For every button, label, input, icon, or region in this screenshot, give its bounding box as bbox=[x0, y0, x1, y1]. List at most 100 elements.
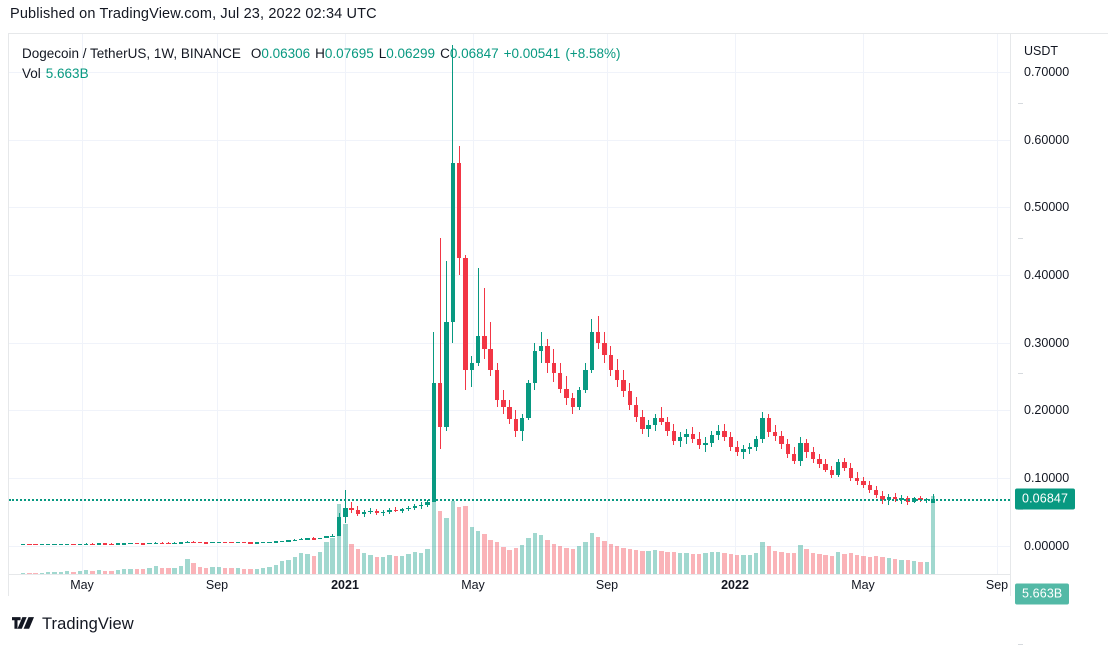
volume-bar bbox=[229, 568, 234, 574]
volume-bar bbox=[58, 571, 64, 574]
candle-body bbox=[456, 163, 462, 258]
current-price-line bbox=[9, 499, 1010, 502]
volume-bar bbox=[456, 507, 462, 574]
volume-bar bbox=[558, 545, 563, 574]
legend-symbol[interactable]: Dogecoin / TetherUS, 1W, BINANCE bbox=[22, 46, 241, 61]
candle-body bbox=[829, 469, 835, 475]
candle-body bbox=[823, 464, 828, 470]
volume-bar bbox=[659, 550, 664, 574]
volume-bar bbox=[437, 510, 443, 574]
candle-body bbox=[791, 453, 797, 461]
candle-body bbox=[551, 362, 557, 373]
volume-bar bbox=[798, 545, 803, 574]
volume-bar bbox=[90, 570, 95, 574]
price-axis-tick bbox=[1018, 373, 1023, 375]
candle-body bbox=[766, 418, 771, 432]
volume-bar bbox=[71, 571, 76, 574]
price-gridline bbox=[9, 139, 1010, 141]
candle-body bbox=[185, 541, 190, 544]
volume-bar bbox=[595, 536, 601, 574]
candle-body bbox=[400, 509, 405, 511]
volume-bar bbox=[235, 567, 241, 574]
candle-body bbox=[892, 496, 898, 499]
current-volume-badge[interactable]: 5.663B bbox=[1015, 583, 1070, 605]
volume-bar bbox=[362, 553, 367, 574]
chart-frame: Dogecoin / TetherUS, 1W, BINANCE O0.06306… bbox=[8, 33, 1109, 646]
legend-high-label: H bbox=[315, 46, 325, 61]
candle-body bbox=[140, 543, 146, 545]
published-caption: Published on TradingView.com, Jul 23, 20… bbox=[10, 6, 377, 22]
time-gridline bbox=[735, 34, 736, 574]
volume-bar bbox=[292, 556, 297, 574]
volume-bar bbox=[311, 556, 316, 574]
volume-bar bbox=[191, 562, 196, 574]
chart-pane[interactable] bbox=[9, 34, 1010, 574]
price-axis-label: 0.30000 bbox=[1018, 336, 1069, 646]
candle-body bbox=[242, 542, 247, 544]
candle-body bbox=[437, 383, 443, 428]
volume-bar bbox=[627, 548, 632, 574]
volume-bar bbox=[336, 504, 342, 574]
candle-body bbox=[254, 542, 260, 544]
volume-bar bbox=[874, 556, 879, 574]
volume-bar bbox=[242, 568, 247, 574]
time-gridline bbox=[345, 34, 346, 574]
time-axis[interactable]: May Sep 2021 May Sep 2022 May Sep bbox=[9, 574, 1010, 596]
volume-bar bbox=[463, 505, 468, 574]
volume-bar bbox=[848, 553, 854, 574]
legend-open-label: O bbox=[250, 46, 262, 61]
candle-body bbox=[191, 541, 196, 544]
candle-body bbox=[267, 541, 272, 544]
current-price-badge[interactable]: 0.06847 bbox=[1015, 488, 1076, 510]
candle-body bbox=[159, 542, 165, 544]
volume-bar bbox=[930, 496, 936, 574]
candle-body bbox=[526, 383, 531, 419]
candle-body bbox=[292, 539, 297, 542]
candle-body bbox=[614, 369, 620, 380]
candle-body bbox=[697, 438, 702, 446]
volume-bar bbox=[324, 542, 329, 574]
volume-bar bbox=[753, 552, 759, 574]
candle-body bbox=[728, 437, 734, 447]
candle-body bbox=[918, 498, 923, 501]
candle-body bbox=[627, 391, 632, 405]
candle-body bbox=[734, 446, 740, 453]
volume-bar bbox=[147, 567, 152, 574]
volume-bar bbox=[134, 568, 139, 574]
volume-bar bbox=[102, 570, 108, 574]
candle-body bbox=[520, 418, 525, 431]
candle-body bbox=[463, 257, 468, 370]
candle-body bbox=[444, 322, 449, 428]
candle-body bbox=[77, 543, 83, 546]
candle-body bbox=[855, 477, 860, 481]
price-gridline bbox=[9, 274, 1010, 276]
volume-bar bbox=[204, 567, 209, 574]
volume-bar bbox=[602, 540, 607, 574]
volume-bar bbox=[551, 543, 557, 574]
candle-body bbox=[760, 418, 765, 440]
volume-bar bbox=[20, 572, 26, 574]
volume-bar bbox=[273, 564, 278, 574]
legend-change-percent: (+8.58%) bbox=[565, 46, 621, 61]
candle-body bbox=[317, 538, 323, 540]
volume-bar bbox=[406, 554, 411, 574]
candle-body bbox=[102, 543, 108, 545]
tradingview-footer: TradingView bbox=[12, 615, 134, 634]
volume-bar bbox=[65, 571, 70, 574]
volume-bar bbox=[867, 557, 873, 574]
volume-bar bbox=[305, 554, 310, 574]
volume-bar bbox=[520, 545, 525, 574]
volume-bar bbox=[39, 572, 45, 574]
volume-bar bbox=[709, 551, 715, 574]
volume-bar bbox=[589, 532, 594, 574]
volume-bar bbox=[393, 556, 399, 574]
volume-bar bbox=[924, 561, 929, 574]
price-gridline bbox=[9, 342, 1010, 344]
candle-body bbox=[248, 542, 253, 544]
volume-bar bbox=[747, 555, 752, 574]
price-axis[interactable]: USDT 0.70000 0.60000 0.50000 0.40000 0.30000… bbox=[1010, 34, 1109, 646]
volume-bar bbox=[431, 496, 436, 574]
volume-bar bbox=[526, 538, 531, 574]
candle-body bbox=[20, 543, 26, 546]
candle-body bbox=[785, 444, 790, 454]
